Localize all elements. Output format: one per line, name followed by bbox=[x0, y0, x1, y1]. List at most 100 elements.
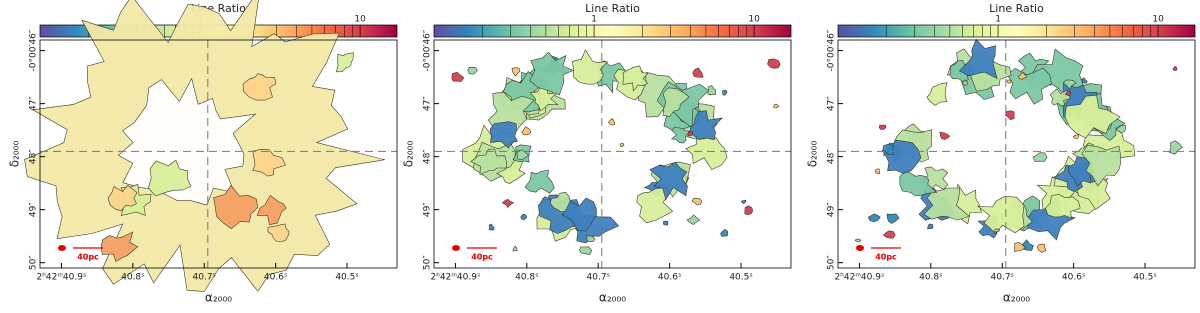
emission-region bbox=[663, 220, 669, 226]
emission-region bbox=[883, 230, 896, 239]
axes-frame bbox=[39, 39, 398, 269]
beam bbox=[856, 245, 864, 251]
emission-region bbox=[488, 223, 495, 231]
emission-region bbox=[692, 67, 704, 78]
axes-frame bbox=[433, 39, 792, 269]
emission-region bbox=[622, 65, 649, 92]
emission-region bbox=[685, 135, 728, 170]
emission-region bbox=[1036, 243, 1047, 253]
emission-region bbox=[608, 118, 616, 126]
beam bbox=[58, 245, 66, 251]
colorbar-tick-label: 1 bbox=[591, 15, 597, 25]
emission-region bbox=[881, 139, 922, 174]
emission-region bbox=[720, 229, 729, 237]
emission-region bbox=[1005, 110, 1015, 121]
x-axis-label: α₂₀₀₀ bbox=[1003, 291, 1030, 305]
emission-region bbox=[686, 214, 701, 225]
emission-region bbox=[1172, 65, 1178, 71]
emission-region bbox=[489, 121, 518, 149]
emission-region bbox=[520, 213, 528, 221]
emission-region bbox=[521, 126, 532, 136]
emission-region bbox=[976, 196, 1025, 235]
emission-region bbox=[252, 148, 286, 177]
emission-region bbox=[451, 71, 465, 82]
y-tick-label: 50″ bbox=[29, 255, 39, 270]
emission-region bbox=[886, 213, 900, 224]
emission-region bbox=[767, 58, 781, 69]
y-axis-label: δ₂₀₀₀ bbox=[806, 141, 820, 168]
emission-region bbox=[958, 38, 998, 80]
emission-region bbox=[213, 184, 258, 230]
y-tick-label: 49″ bbox=[827, 202, 837, 217]
emission-region bbox=[511, 67, 521, 77]
colorbar-title: Line Ratio bbox=[989, 2, 1044, 15]
emission-region bbox=[256, 194, 287, 226]
y-tick-label: 50″ bbox=[423, 255, 433, 270]
emission-region bbox=[671, 126, 690, 144]
y-tick-label: 47″ bbox=[423, 96, 433, 111]
emission-region bbox=[501, 198, 515, 208]
map bbox=[854, 38, 1183, 253]
emission-region bbox=[578, 246, 593, 256]
emission-region bbox=[524, 169, 555, 194]
y-tick-label: 50″ bbox=[827, 255, 837, 270]
emission-region bbox=[1081, 144, 1121, 187]
emission-region bbox=[867, 213, 881, 223]
emission-region bbox=[586, 235, 596, 242]
y-tick-label: 48″ bbox=[827, 149, 837, 164]
emission-region bbox=[336, 52, 354, 73]
emission-region bbox=[1017, 71, 1028, 80]
x-tick-label: 2ʰ42ᵐ40.9ˢ bbox=[431, 273, 481, 283]
emission-region bbox=[744, 205, 754, 216]
colorbar-tick-label: 1 bbox=[995, 15, 1001, 25]
colorbar-tick-label: 10 bbox=[1152, 15, 1164, 25]
colorbar bbox=[433, 24, 792, 38]
emission-region bbox=[619, 142, 625, 148]
emission-region bbox=[994, 228, 1001, 233]
colorbar-tick-label: 10 bbox=[748, 15, 760, 25]
y-tick-label: 47″ bbox=[827, 96, 837, 111]
emission-region bbox=[529, 51, 575, 96]
emission-region bbox=[662, 87, 690, 118]
emission-region bbox=[649, 161, 688, 201]
x-tick-label: 40.8ˢ bbox=[919, 273, 942, 283]
emission-region bbox=[923, 187, 970, 221]
emission-region bbox=[1169, 140, 1183, 155]
emission-region bbox=[561, 197, 597, 232]
emission-region bbox=[470, 148, 507, 176]
x-tick-label: 40.5ˢ bbox=[335, 273, 358, 283]
y-tick-label: -0°00′46″ bbox=[29, 29, 39, 71]
beam bbox=[452, 245, 460, 251]
emission-region bbox=[1081, 77, 1088, 84]
emission-region bbox=[100, 231, 139, 262]
x-tick-label: 40.5ˢ bbox=[1133, 273, 1156, 283]
emission-region bbox=[516, 149, 529, 161]
y-tick-label: -0°00′46″ bbox=[827, 29, 837, 71]
emission-region bbox=[1045, 194, 1081, 219]
emission-region bbox=[1032, 152, 1048, 162]
emission-region bbox=[1014, 242, 1026, 252]
emission-region bbox=[687, 131, 693, 137]
y-tick-label: 49″ bbox=[423, 202, 433, 217]
colorbar-tick-label: 10 bbox=[354, 15, 366, 25]
y-tick-label: 49″ bbox=[29, 202, 39, 217]
x-tick-label: 40.5ˢ bbox=[729, 273, 752, 283]
x-axis-label: α₂₀₀₀ bbox=[205, 291, 232, 305]
emission-region bbox=[689, 110, 724, 141]
map bbox=[24, 0, 385, 292]
map bbox=[451, 49, 781, 256]
y-tick-label: 48″ bbox=[423, 149, 433, 164]
emission-region bbox=[1115, 125, 1127, 133]
x-tick-label: 40.7ˢ bbox=[587, 273, 610, 283]
emission-region bbox=[267, 223, 290, 243]
emission-region bbox=[939, 131, 951, 140]
x-axis-label: α₂₀₀₀ bbox=[599, 291, 626, 305]
y-axis-label: δ₂₀₀₀ bbox=[8, 141, 22, 168]
x-tick-label: 40.8ˢ bbox=[121, 273, 144, 283]
colorbar bbox=[837, 24, 1196, 38]
x-tick-label: 40.8ˢ bbox=[515, 273, 538, 283]
emission-region bbox=[107, 184, 138, 212]
axes-frame bbox=[837, 39, 1196, 269]
